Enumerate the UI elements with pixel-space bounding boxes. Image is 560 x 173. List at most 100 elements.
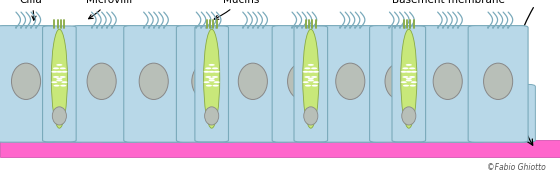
Circle shape — [405, 64, 412, 66]
Circle shape — [311, 76, 317, 78]
Ellipse shape — [506, 106, 525, 136]
FancyBboxPatch shape — [72, 26, 132, 142]
Circle shape — [313, 81, 319, 83]
Ellipse shape — [204, 107, 219, 125]
Ellipse shape — [52, 29, 67, 128]
Circle shape — [208, 71, 215, 73]
FancyBboxPatch shape — [100, 84, 140, 142]
Text: Basement membrane: Basement membrane — [391, 0, 505, 5]
FancyBboxPatch shape — [418, 26, 478, 142]
Circle shape — [305, 76, 310, 78]
Ellipse shape — [305, 106, 324, 136]
Circle shape — [208, 80, 215, 81]
Text: Cilia: Cilia — [20, 0, 42, 20]
Text: Microvilli: Microvilli — [86, 0, 132, 19]
FancyBboxPatch shape — [195, 84, 235, 142]
Circle shape — [305, 67, 310, 69]
Ellipse shape — [402, 107, 416, 125]
Circle shape — [402, 67, 408, 69]
Circle shape — [409, 67, 415, 69]
Circle shape — [212, 85, 218, 87]
Circle shape — [213, 71, 220, 73]
Ellipse shape — [162, 106, 181, 136]
Ellipse shape — [456, 106, 475, 136]
Ellipse shape — [206, 106, 225, 136]
FancyBboxPatch shape — [370, 26, 430, 142]
Circle shape — [405, 80, 412, 81]
Ellipse shape — [304, 107, 318, 125]
FancyBboxPatch shape — [446, 84, 486, 142]
Ellipse shape — [335, 63, 365, 99]
Ellipse shape — [87, 63, 116, 99]
FancyBboxPatch shape — [294, 26, 328, 142]
Circle shape — [401, 71, 407, 73]
Circle shape — [56, 78, 62, 80]
Circle shape — [53, 85, 59, 87]
Circle shape — [205, 76, 212, 78]
FancyBboxPatch shape — [347, 84, 388, 142]
Circle shape — [60, 85, 66, 87]
Circle shape — [305, 85, 311, 87]
Circle shape — [308, 71, 314, 73]
Circle shape — [312, 85, 318, 87]
FancyBboxPatch shape — [495, 84, 535, 142]
Circle shape — [308, 80, 314, 81]
FancyBboxPatch shape — [468, 26, 528, 142]
Circle shape — [56, 64, 62, 66]
Ellipse shape — [54, 106, 73, 136]
Circle shape — [61, 81, 67, 83]
FancyBboxPatch shape — [223, 26, 283, 142]
FancyBboxPatch shape — [392, 26, 426, 142]
Ellipse shape — [11, 63, 40, 99]
Circle shape — [213, 81, 220, 83]
Circle shape — [208, 64, 215, 66]
FancyBboxPatch shape — [250, 84, 290, 142]
Ellipse shape — [288, 63, 317, 99]
Circle shape — [401, 81, 407, 83]
FancyBboxPatch shape — [392, 84, 432, 142]
Circle shape — [402, 76, 408, 78]
Circle shape — [52, 71, 57, 73]
Circle shape — [56, 80, 62, 81]
Ellipse shape — [110, 106, 129, 136]
Ellipse shape — [403, 106, 422, 136]
Text: ©Fabio Ghiotto: ©Fabio Ghiotto — [487, 163, 546, 172]
Ellipse shape — [385, 63, 414, 99]
FancyBboxPatch shape — [152, 84, 192, 142]
Circle shape — [409, 85, 416, 87]
Ellipse shape — [204, 29, 220, 128]
Circle shape — [308, 78, 314, 80]
Bar — [0, 140, 560, 157]
Circle shape — [208, 78, 215, 80]
Circle shape — [59, 67, 66, 69]
Circle shape — [311, 67, 317, 69]
FancyBboxPatch shape — [43, 26, 76, 142]
Circle shape — [405, 78, 412, 80]
Ellipse shape — [483, 63, 512, 99]
Circle shape — [313, 71, 319, 73]
Circle shape — [59, 76, 66, 78]
Circle shape — [203, 81, 210, 83]
FancyBboxPatch shape — [272, 26, 332, 142]
Circle shape — [203, 71, 210, 73]
Circle shape — [205, 67, 212, 69]
Circle shape — [53, 67, 59, 69]
FancyBboxPatch shape — [176, 26, 236, 142]
Circle shape — [410, 71, 417, 73]
Ellipse shape — [433, 63, 462, 99]
Ellipse shape — [401, 29, 417, 128]
Circle shape — [206, 85, 212, 87]
FancyBboxPatch shape — [195, 26, 228, 142]
Circle shape — [410, 81, 417, 83]
Ellipse shape — [358, 106, 377, 136]
Circle shape — [308, 64, 314, 66]
Ellipse shape — [260, 106, 279, 136]
Circle shape — [56, 71, 62, 73]
Circle shape — [212, 67, 218, 69]
Circle shape — [52, 81, 57, 83]
FancyBboxPatch shape — [0, 26, 56, 142]
Text: Mucins: Mucins — [214, 0, 259, 19]
Circle shape — [53, 76, 59, 78]
Ellipse shape — [303, 29, 319, 128]
FancyBboxPatch shape — [295, 84, 335, 142]
